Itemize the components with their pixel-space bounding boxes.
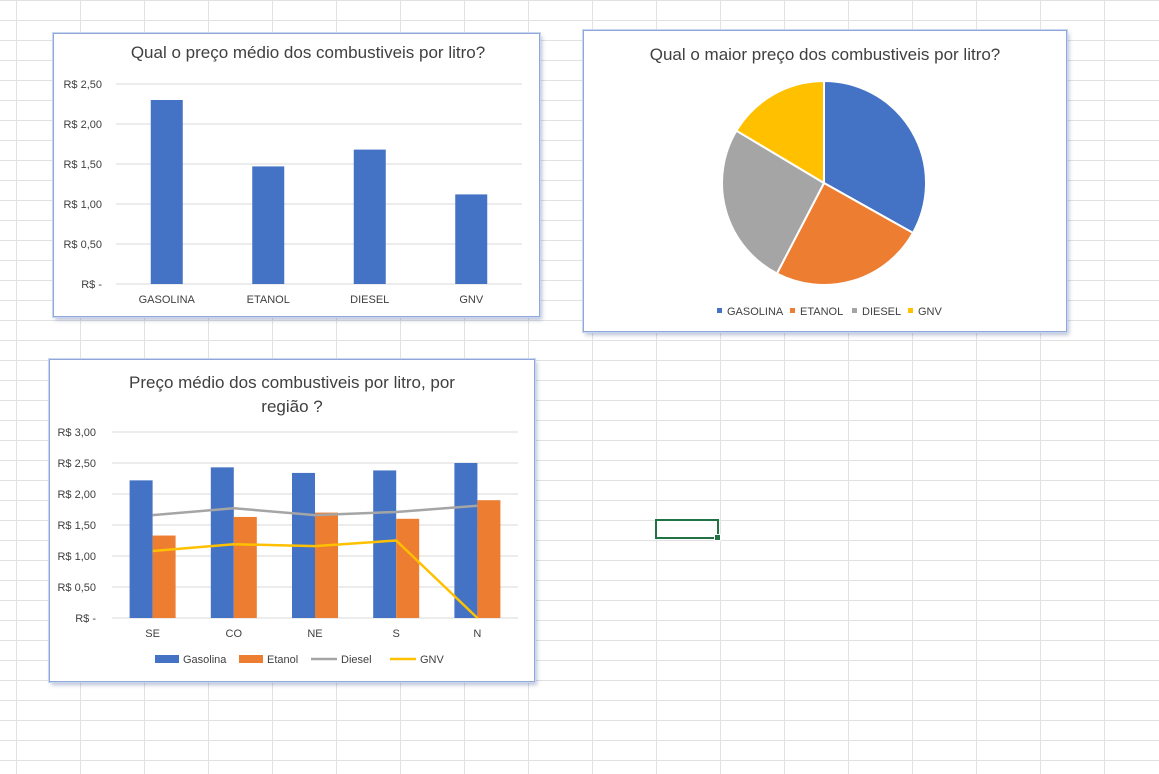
y-tick-label: R$ 2,00 — [63, 119, 102, 131]
chart-title: Qual o maior preço dos combustiveis por … — [650, 45, 1001, 64]
x-tick-label: N — [473, 628, 481, 640]
y-tick-label: R$ 1,50 — [63, 159, 102, 171]
legend-swatch — [155, 655, 179, 663]
y-tick-label: R$ 2,50 — [57, 458, 96, 470]
fill-handle[interactable] — [714, 534, 721, 541]
x-tick-label: SE — [145, 628, 160, 640]
y-tick-label: R$ - — [81, 279, 102, 291]
chart-max-price-pie[interactable]: Qual o maior preço dos combustiveis por … — [583, 30, 1067, 332]
x-tick-label: ETANOL — [247, 294, 290, 306]
legend-swatch — [239, 655, 263, 663]
legend-swatch — [908, 308, 913, 313]
chart-title: região ? — [261, 397, 322, 416]
chart-title: Preço médio dos combustiveis por litro, … — [129, 373, 455, 392]
x-tick-label: CO — [226, 628, 243, 640]
bar — [353, 149, 386, 284]
y-tick-label: R$ - — [75, 613, 96, 625]
bar — [455, 194, 488, 284]
y-tick-label: R$ 0,50 — [57, 582, 96, 594]
legend-swatch — [852, 308, 857, 313]
legend-label: GASOLINA — [727, 306, 784, 318]
bar — [477, 500, 501, 618]
pie-slice — [735, 79, 825, 185]
chart-avg-price-svg: Qual o preço médio dos combustiveis por … — [63, 43, 522, 306]
bar — [152, 535, 176, 618]
legend-label: Etanol — [267, 654, 298, 666]
x-tick-label: GNV — [459, 294, 484, 306]
chart-title: Qual o preço médio dos combustiveis por … — [131, 43, 485, 62]
legend-label: Gasolina — [183, 654, 227, 666]
y-tick-label: R$ 1,00 — [57, 551, 96, 563]
selected-cell[interactable] — [655, 519, 721, 541]
y-tick-label: R$ 2,00 — [57, 489, 96, 501]
series-line — [152, 539, 479, 619]
bar — [454, 463, 478, 618]
legend-label: ETANOL — [800, 306, 843, 318]
pie-slice — [823, 79, 927, 235]
y-tick-label: R$ 2,50 — [63, 79, 102, 91]
chart-max-price-pie-svg: Qual o maior preço dos combustiveis por … — [650, 45, 1001, 318]
y-tick-label: R$ 3,00 — [57, 427, 96, 439]
bar — [150, 100, 183, 284]
x-tick-label: NE — [307, 628, 322, 640]
bar — [129, 480, 153, 618]
x-tick-label: GASOLINA — [139, 294, 196, 306]
bar — [233, 516, 257, 618]
y-tick-label: R$ 1,00 — [63, 199, 102, 211]
legend-swatch — [717, 308, 722, 313]
pie-slice — [721, 129, 826, 275]
chart-region-price[interactable]: Preço médio dos combustiveis por litro, … — [49, 359, 535, 682]
bar — [315, 512, 338, 618]
y-tick-label: R$ 1,50 — [57, 520, 96, 532]
bar — [396, 518, 420, 618]
y-tick-label: R$ 0,50 — [63, 239, 102, 251]
legend-label: GNV — [420, 654, 445, 666]
legend-swatch — [790, 308, 795, 313]
legend-label: DIESEL — [862, 306, 901, 318]
chart-region-price-svg: Preço médio dos combustiveis por litro, … — [57, 373, 518, 666]
legend-label: Diesel — [341, 654, 372, 666]
bar — [373, 470, 397, 618]
legend-label: GNV — [918, 306, 943, 318]
x-tick-label: DIESEL — [350, 294, 389, 306]
series-line — [152, 504, 478, 517]
bar — [252, 166, 285, 284]
bar — [210, 467, 234, 618]
chart-avg-price[interactable]: Qual o preço médio dos combustiveis por … — [53, 33, 540, 317]
x-tick-label: S — [393, 628, 400, 640]
